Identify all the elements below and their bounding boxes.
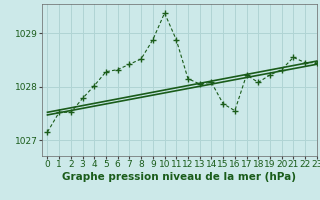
X-axis label: Graphe pression niveau de la mer (hPa): Graphe pression niveau de la mer (hPa) xyxy=(62,172,296,182)
